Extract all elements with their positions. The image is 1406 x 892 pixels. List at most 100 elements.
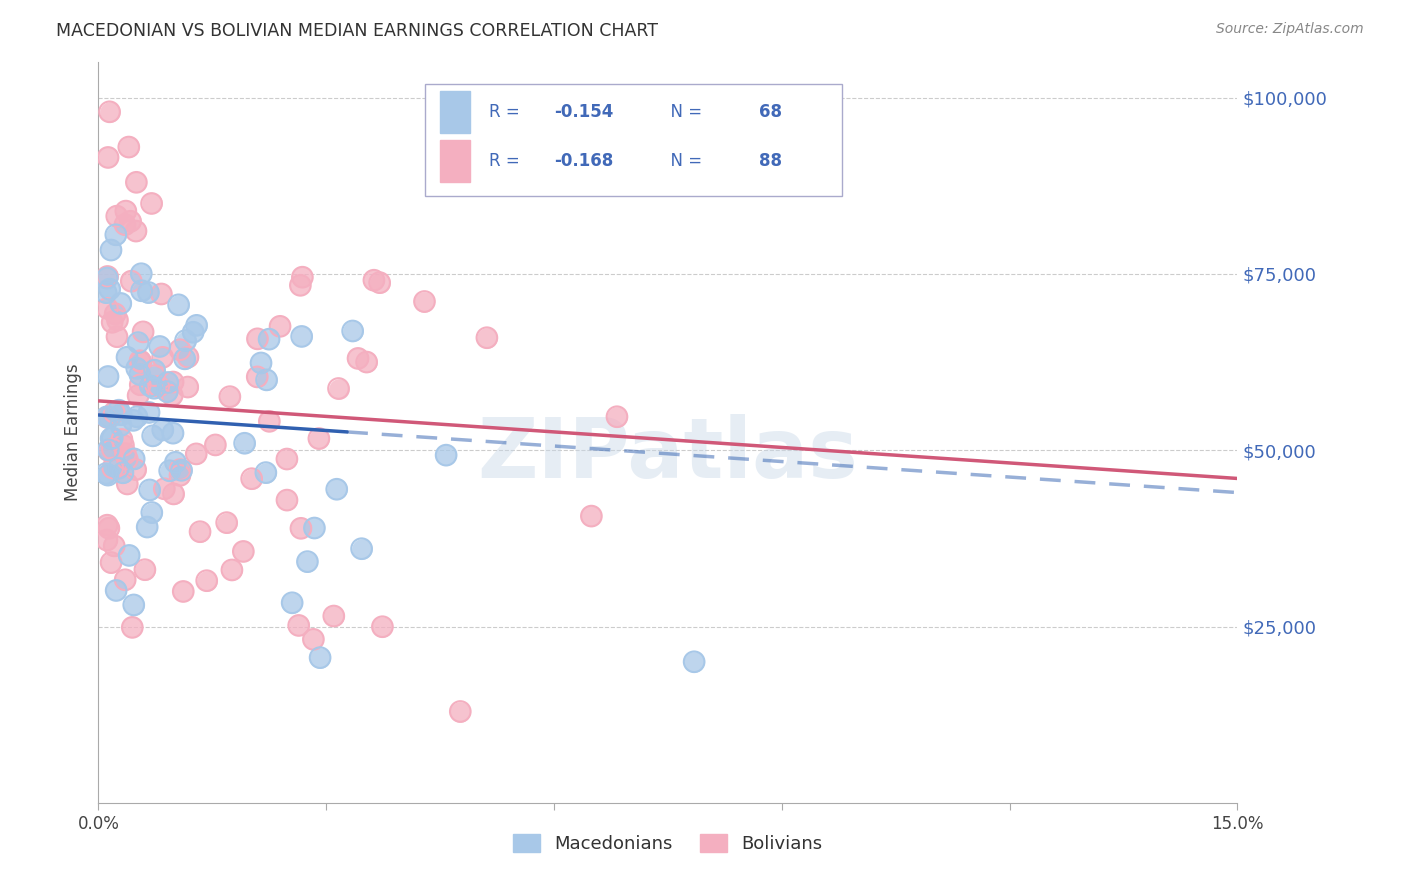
Point [122, 451, 145, 466]
Point [100, 556, 122, 570]
Point [325, 482, 347, 496]
Point [276, 493, 298, 508]
Point [246, 370, 269, 384]
Point [606, 409, 628, 424]
Point [118, 549, 141, 563]
Point [350, 541, 373, 556]
Point [232, 544, 254, 558]
Point [162, 426, 184, 441]
Point [97, 442, 120, 457]
Point [127, 389, 149, 403]
Point [132, 325, 155, 339]
Point [96, 269, 118, 284]
Point [322, 609, 344, 624]
Point [97, 443, 120, 458]
Point [169, 343, 191, 357]
Point [291, 329, 314, 343]
Point [124, 462, 146, 476]
Point [141, 506, 163, 520]
Point [246, 370, 269, 384]
Point [276, 452, 298, 467]
Point [101, 442, 124, 456]
Point [149, 339, 172, 353]
Point [115, 204, 138, 219]
Point [107, 403, 129, 417]
Point [105, 329, 128, 343]
Point [143, 381, 166, 395]
Point [297, 555, 319, 569]
Point [98, 282, 121, 296]
Point [142, 429, 165, 443]
Point [94, 467, 117, 481]
Point [328, 382, 350, 396]
Point [118, 140, 141, 154]
Point [107, 461, 129, 475]
Point [128, 368, 150, 382]
Point [290, 278, 312, 293]
Point [233, 436, 256, 450]
Point [96, 409, 118, 424]
Point [115, 204, 138, 219]
Point [259, 414, 281, 428]
Point [290, 521, 312, 535]
Point [111, 466, 134, 480]
Point [165, 455, 187, 469]
Point [115, 452, 138, 467]
Point [101, 461, 124, 475]
Point [218, 390, 240, 404]
Point [101, 431, 124, 445]
Point [98, 410, 121, 425]
Point [256, 373, 278, 387]
Point [127, 335, 149, 350]
Point [221, 563, 243, 577]
Point [129, 267, 152, 281]
Point [250, 356, 273, 370]
Text: ZIPatlas: ZIPatlas [478, 414, 858, 495]
Point [188, 524, 211, 539]
Point [363, 273, 385, 287]
Point [96, 271, 118, 285]
Point [287, 618, 309, 632]
Point [162, 375, 184, 389]
Point [308, 432, 330, 446]
Point [240, 472, 263, 486]
Point [347, 351, 370, 366]
Point [250, 356, 273, 370]
Point [148, 379, 170, 393]
Point [110, 296, 132, 310]
Point [127, 389, 149, 403]
Point [115, 351, 138, 365]
Legend: Macedonians, Bolivians: Macedonians, Bolivians [506, 827, 830, 861]
Point [475, 331, 498, 345]
Point [174, 334, 197, 348]
Point [97, 521, 120, 535]
Point [152, 423, 174, 437]
Point [195, 574, 218, 588]
Point [98, 104, 121, 119]
Point [304, 521, 326, 535]
Point [368, 276, 391, 290]
Point [449, 705, 471, 719]
Point [246, 332, 269, 346]
Point [290, 521, 312, 535]
Point [96, 269, 118, 284]
Point [122, 413, 145, 427]
Point [356, 355, 378, 369]
Point [100, 243, 122, 257]
Point [162, 487, 184, 501]
Point [104, 307, 127, 321]
Point [96, 285, 118, 300]
Point [125, 361, 148, 376]
Point [162, 388, 184, 402]
Point [291, 270, 314, 285]
Point [114, 573, 136, 587]
Point [125, 409, 148, 424]
Point [131, 284, 153, 298]
Point [94, 467, 117, 481]
Point [181, 325, 204, 339]
Point [120, 274, 142, 288]
Point [129, 354, 152, 368]
Point [218, 390, 240, 404]
Point [186, 318, 208, 333]
Point [114, 573, 136, 587]
